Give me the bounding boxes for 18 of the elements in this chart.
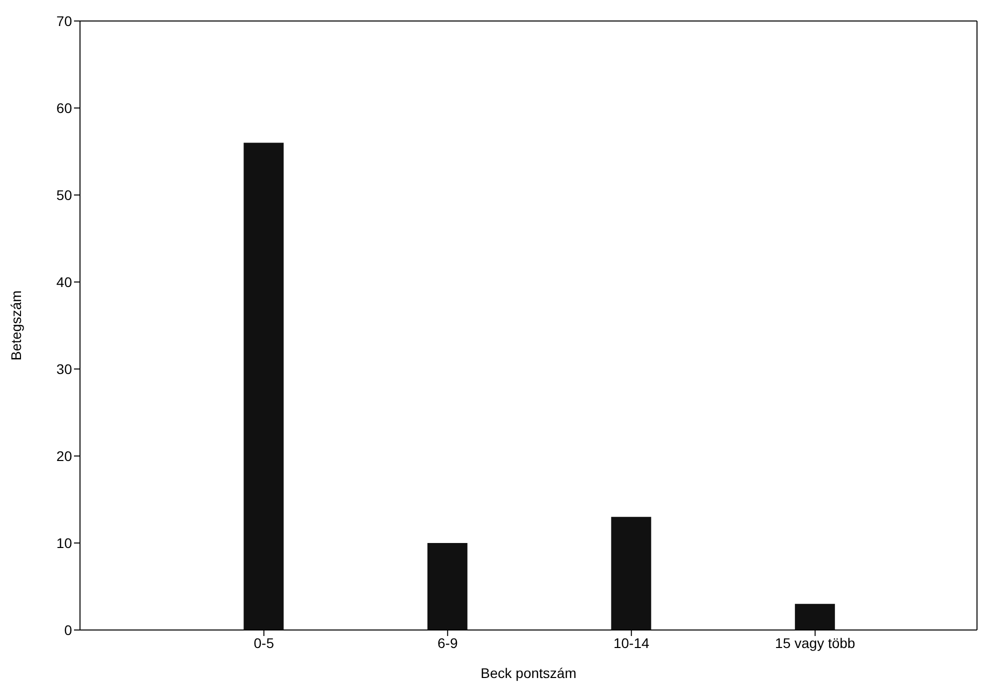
y-axis-title: Betegszám	[8, 290, 24, 361]
bar	[611, 516, 652, 630]
x-axis-title: Beck pontszám	[480, 665, 576, 681]
y-tick-label: 0	[64, 622, 72, 638]
bar	[244, 142, 284, 630]
x-tick-label: 15 vagy több	[775, 634, 856, 651]
y-tick-label: 30	[56, 360, 72, 377]
x-tick-label: 10-14	[613, 634, 650, 651]
y-tick-label: 10	[56, 534, 72, 551]
x-tick-label: 6-9	[438, 634, 458, 651]
y-tick-label: 60	[56, 100, 72, 116]
y-tick-label: 50	[56, 186, 72, 203]
x-tick-label: 0-5	[254, 634, 274, 651]
bar	[427, 543, 468, 630]
bar	[794, 604, 835, 630]
y-tick-label: 40	[56, 274, 72, 290]
y-tick-label: 70	[56, 12, 72, 29]
y-tick-label: 20	[56, 448, 72, 464]
